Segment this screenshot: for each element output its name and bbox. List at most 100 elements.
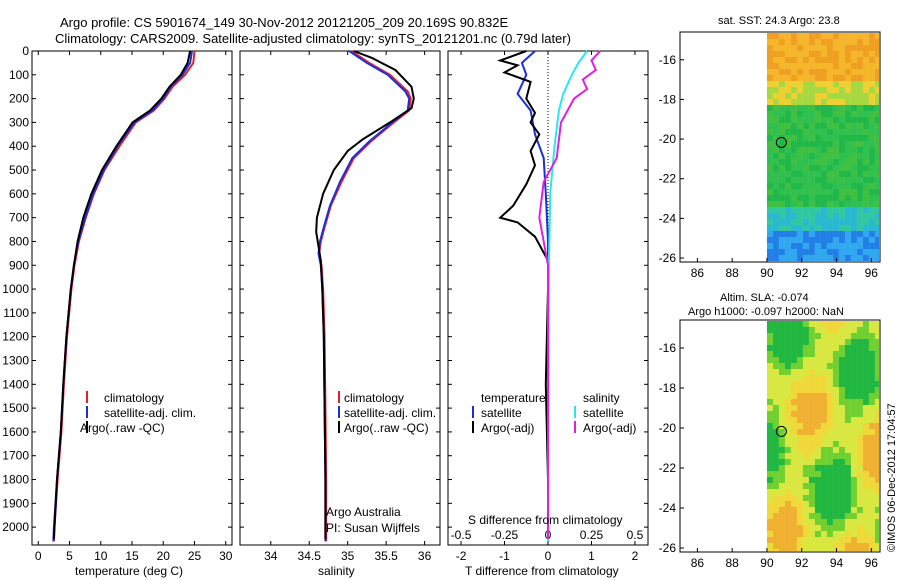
map-cell xyxy=(868,327,875,333)
map-cell xyxy=(790,219,797,225)
map-cell xyxy=(814,345,821,351)
map-cell xyxy=(838,345,845,351)
map-cell xyxy=(790,33,797,39)
map-cell xyxy=(868,387,875,393)
map-cell xyxy=(874,465,879,471)
map-cell xyxy=(826,531,833,537)
map-cell xyxy=(772,549,779,551)
map-cell xyxy=(820,501,827,507)
map-cell xyxy=(874,345,879,351)
map-cell xyxy=(790,243,797,249)
map-cell xyxy=(820,165,827,171)
map-cell xyxy=(796,123,803,129)
map-cell xyxy=(862,375,869,381)
map-cell xyxy=(778,135,785,141)
map-cell xyxy=(868,123,875,129)
x-tick-label: 10 xyxy=(94,549,108,563)
map-cell xyxy=(826,429,833,435)
map-cell xyxy=(790,477,797,483)
map-cell xyxy=(790,45,797,51)
y-tick-label: 1200 xyxy=(2,330,29,344)
map-cell xyxy=(868,477,875,483)
map-cell xyxy=(838,219,845,225)
map-cell xyxy=(856,345,863,351)
map-cell xyxy=(802,231,809,237)
map-cell xyxy=(796,543,803,549)
map-cell xyxy=(874,153,879,159)
map-cell xyxy=(790,471,797,477)
map-cell xyxy=(820,327,827,333)
map-cell xyxy=(838,141,845,147)
map-cell xyxy=(874,339,879,345)
map-cell xyxy=(838,405,845,411)
map-cell xyxy=(772,63,779,69)
map-cell xyxy=(868,183,875,189)
map-cell xyxy=(844,219,851,225)
x-tick-label: 92 xyxy=(795,266,809,280)
map-cell xyxy=(808,165,815,171)
map-cell xyxy=(820,99,827,105)
map-cell xyxy=(826,75,833,81)
map-cell xyxy=(832,399,839,405)
map-cell xyxy=(814,423,821,429)
map-cell xyxy=(814,369,821,375)
map-cell xyxy=(772,123,779,129)
map-cell xyxy=(826,105,833,111)
y-tick-label: 200 xyxy=(9,92,29,106)
map-cell xyxy=(772,333,779,339)
map-cell xyxy=(802,471,809,477)
map-cell xyxy=(808,441,815,447)
y-tick-label: 800 xyxy=(9,234,29,248)
map-cell xyxy=(850,447,857,453)
map-cell xyxy=(844,417,851,423)
map-cell xyxy=(784,105,791,111)
map-cell xyxy=(766,507,773,513)
map-cell xyxy=(766,549,773,551)
map-cell xyxy=(820,483,827,489)
temperature-plot-frame xyxy=(31,50,233,546)
map-cell xyxy=(778,111,785,117)
map-cell xyxy=(832,201,839,207)
x-tick-label: 0 xyxy=(545,549,552,563)
map-cell xyxy=(802,363,809,369)
map-cell xyxy=(808,333,815,339)
map-cell xyxy=(868,231,875,237)
map-cell xyxy=(802,351,809,357)
map-cell xyxy=(838,537,845,543)
map-cell xyxy=(874,201,879,207)
map-cell xyxy=(796,531,803,537)
map-cell xyxy=(838,99,845,105)
map-cell xyxy=(766,543,773,549)
map-cell xyxy=(826,153,833,159)
x2-tick-label: 0.25 xyxy=(580,528,604,542)
map-cell xyxy=(862,531,869,537)
map-cell xyxy=(838,447,845,453)
map-cell xyxy=(778,33,785,39)
map-cell xyxy=(802,459,809,465)
map-cell xyxy=(796,117,803,123)
map-cell xyxy=(778,147,785,153)
map-cell xyxy=(796,513,803,519)
map-cell xyxy=(814,33,821,39)
map-cell xyxy=(820,45,827,51)
map-cell xyxy=(856,465,863,471)
map-cell xyxy=(808,525,815,531)
map-cell xyxy=(796,483,803,489)
map-cell xyxy=(796,141,803,147)
map-cell xyxy=(808,87,815,93)
map-cell xyxy=(808,537,815,543)
y-tick-label: -20 xyxy=(659,421,677,435)
map-cell xyxy=(844,387,851,393)
map-cell xyxy=(796,459,803,465)
map-cell xyxy=(814,519,821,525)
map-cell xyxy=(790,111,797,117)
map-cell xyxy=(796,201,803,207)
map-cell xyxy=(832,69,839,75)
map-cell xyxy=(838,519,845,525)
map-cell xyxy=(856,537,863,543)
map-cell xyxy=(766,45,773,51)
map-cell xyxy=(802,183,809,189)
map-cell xyxy=(838,183,845,189)
map-cell xyxy=(790,423,797,429)
map-cell xyxy=(844,435,851,441)
